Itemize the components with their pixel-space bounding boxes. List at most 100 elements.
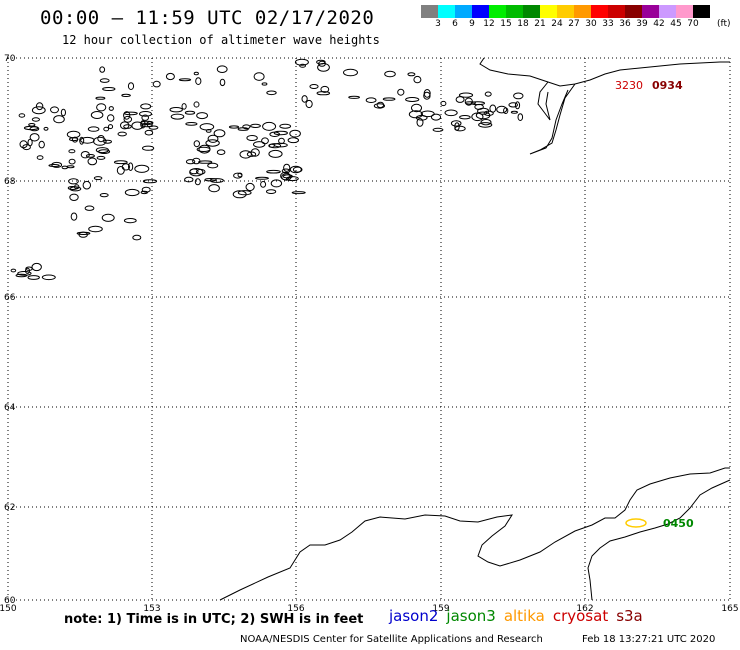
ice-floe [69, 193, 79, 202]
ice-floe [196, 112, 209, 120]
ice-floe [517, 113, 524, 121]
ice-floe [373, 103, 385, 109]
ice-floe [185, 122, 198, 126]
ice-floe [411, 103, 422, 113]
ice-floe [66, 165, 75, 169]
ice-floe [140, 103, 152, 110]
ice-floe [127, 82, 135, 90]
ice-floe [80, 136, 95, 144]
ice-floe [131, 121, 144, 130]
ice-floe [31, 106, 46, 115]
ice-floe [301, 95, 308, 103]
coastline-segment [537, 81, 551, 121]
lat-tick-label: 68 [4, 177, 16, 187]
legend-swatch [455, 5, 472, 18]
ice-floe [514, 101, 521, 110]
lat-tick-label: 60 [4, 596, 16, 606]
ice-floe [407, 72, 416, 77]
legend-swatch [472, 5, 489, 18]
lon-tick-label: 153 [143, 604, 160, 614]
ice-floe [195, 77, 202, 85]
track-end-time: 0934 [652, 79, 683, 92]
ice-floe [25, 266, 33, 271]
ice-floe [250, 148, 260, 157]
ice-floe [68, 178, 79, 185]
ice-floe [291, 191, 306, 195]
legend-label: 33 [602, 19, 614, 29]
legend-unit: (ft) [717, 19, 731, 29]
altimeter-tracks: 3230 0934 0450 [615, 79, 694, 530]
legend-swatches [421, 5, 710, 18]
legend-swatch [489, 5, 506, 18]
lon-tick-label: 156 [287, 604, 304, 614]
ice-floe [124, 188, 140, 197]
ice-floe [261, 137, 269, 145]
legend-swatch [608, 5, 625, 18]
ice-floe [144, 129, 154, 136]
legend-swatch [642, 5, 659, 18]
ice-floe [31, 262, 42, 272]
ice-floe [205, 139, 220, 147]
ice-floe [299, 63, 307, 68]
lon-tick-label: 159 [432, 604, 449, 614]
ice-floe [48, 164, 60, 167]
ice-floe [128, 162, 134, 171]
ice-floe [88, 225, 103, 233]
ice-floe [17, 271, 32, 276]
legend-swatch [523, 5, 540, 18]
legend-label: 6 [452, 19, 458, 29]
ice-floe [90, 111, 104, 119]
ice-floe [36, 155, 44, 160]
ice-floe [165, 72, 175, 81]
ice-floe [397, 88, 405, 96]
ice-floe [266, 90, 277, 96]
legend-swatch [693, 5, 710, 18]
ice-floe [107, 124, 114, 130]
ice-floe [98, 149, 111, 155]
legend-label: 18 [517, 19, 529, 29]
ice-floe [152, 80, 161, 88]
legend-swatch [557, 5, 574, 18]
ice-floe [113, 160, 128, 165]
ice-floe [317, 63, 330, 72]
ice-floe [318, 60, 326, 67]
ice-floe [305, 99, 313, 109]
legend-swatch [591, 5, 608, 18]
satellite-name: jason2 [389, 607, 439, 625]
ice-floe [484, 91, 492, 97]
legend-label: 3 [435, 19, 441, 29]
ice-floe [76, 231, 91, 235]
ice-floe [189, 168, 204, 177]
ice-floe [508, 102, 519, 108]
ice-floe [93, 176, 103, 181]
ice-floe [108, 106, 114, 111]
ice-floe [286, 176, 299, 182]
ice-floe [405, 97, 420, 102]
ice-floe [116, 166, 125, 175]
ice-floe [207, 162, 219, 169]
ice-floe [60, 108, 67, 117]
ice-floe [283, 163, 291, 172]
ice-floe [423, 91, 431, 100]
ice-floe [416, 118, 424, 127]
ice-floe [38, 140, 45, 149]
legend-label: 45 [670, 19, 682, 29]
ice-floe [459, 115, 471, 120]
ice-floe [266, 189, 277, 195]
ice-floe [219, 78, 226, 87]
ice-floe [117, 131, 127, 137]
page-subtitle: 12 hour collection of altimeter wave hei… [62, 33, 380, 47]
ice-floe [85, 154, 95, 158]
ice-floe [510, 110, 519, 114]
ice-floe [121, 93, 131, 98]
ice-floe [261, 82, 268, 86]
ice-floe [95, 96, 106, 100]
ice-floe [348, 95, 361, 99]
track-segment [625, 518, 647, 528]
ice-floe [148, 125, 159, 130]
ice-floe [365, 97, 377, 103]
note-text: note: 1) Time is in UTC; 2) SWH is in fe… [64, 612, 364, 627]
legend-label: 70 [687, 19, 699, 29]
ice-floe [198, 160, 213, 164]
lat-tick-label: 70 [4, 54, 16, 64]
